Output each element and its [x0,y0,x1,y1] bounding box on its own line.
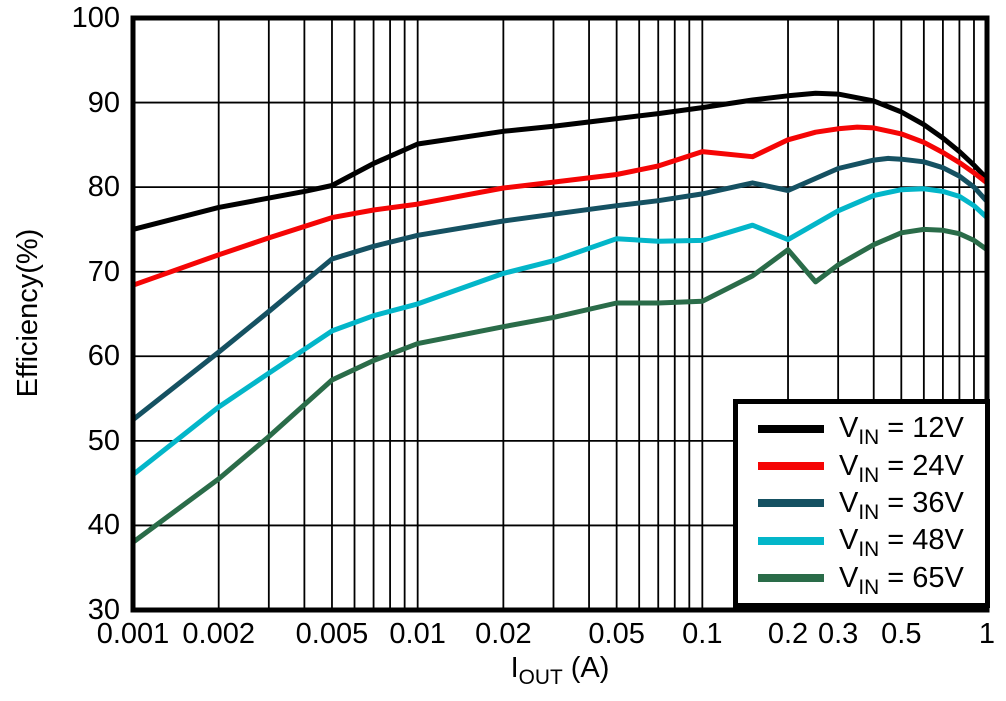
x-tick-label: 0.05 [588,618,645,650]
y-tick-label: 70 [87,255,120,288]
y-tick-label: 40 [87,509,120,542]
legend-line-swatch-65v [758,574,824,583]
legend-item: VIN = 65V [758,561,985,599]
series-line-vin-48v [131,186,989,477]
series-line-vin-36v [131,155,989,422]
x-axis-title-sub: OUT [518,665,563,689]
legend-item: VIN = 36V [758,486,985,524]
x-tick-label: 1 [978,618,996,650]
legend-label: VIN = 48V [839,524,964,562]
legend: VIN = 12V VIN = 24V VIN = 36V VIN = 48V … [733,399,990,608]
legend-line-swatch-24v [758,462,824,471]
legend-label: VIN = 36V [839,486,964,524]
x-tick-label: 0.2 [767,618,809,650]
x-tick-label: 0.1 [682,618,723,650]
legend-label: VIN = 65V [839,561,964,599]
x-tick-label: 0.005 [295,618,369,650]
y-tick-label: 100 [71,2,120,34]
x-tick-label: 0.002 [182,618,255,650]
series-line-vin-24v [132,124,989,288]
plot-frame [130,15,990,613]
y-tick-label: 90 [87,86,120,119]
legend-label: VIN = 12V [839,412,964,450]
x-tick-label: 0.5 [881,618,922,650]
y-tick-label: 60 [87,340,120,373]
legend-item: VIN = 24V [758,449,985,487]
y-tick-label: 30 [87,594,120,626]
series-line-vin-65v [131,226,989,545]
x-tick-label: 0.01 [389,618,446,650]
legend-line-swatch-48v [758,536,824,545]
x-tick-label: 0.02 [475,618,532,650]
series-line-vin-12v [132,90,989,232]
x-axis-title: IOUT (A) [133,652,987,688]
x-axis-title-base: I [510,652,519,684]
legend-label: VIN = 24V [839,449,964,487]
y-tick-label: 80 [87,171,120,204]
y-tick-label: 50 [87,424,120,457]
x-tick-label: 0.3 [817,618,859,650]
x-tick-label: 0.001 [96,618,170,650]
x-axis-title-rest: (A) [562,652,610,684]
y-axis-title: Efficiency(%) [12,228,44,398]
legend-item: VIN = 48V [758,524,985,562]
legend-line-swatch-12v [758,424,824,433]
legend-line-swatch-36v [758,499,824,508]
legend-item: VIN = 12V [758,412,985,450]
